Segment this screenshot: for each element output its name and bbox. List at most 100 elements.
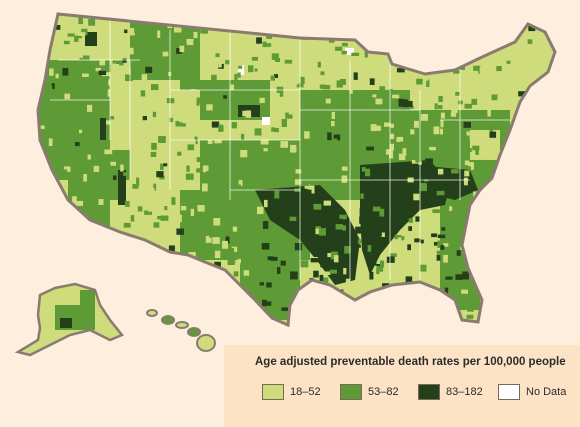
county-cell (160, 273, 167, 277)
county-cell (274, 74, 278, 78)
county-cell (218, 124, 224, 132)
county-cell (497, 234, 503, 238)
county-cell (162, 121, 168, 127)
county-cell (124, 270, 129, 278)
county-cell (180, 206, 187, 211)
county-cell (109, 296, 117, 301)
county-cell (202, 302, 210, 306)
county-cell (398, 98, 404, 107)
county-cell (409, 78, 416, 83)
county-cell (245, 110, 252, 118)
county-cell (420, 114, 428, 121)
county-cell (355, 226, 362, 234)
county-cell (466, 131, 470, 136)
county-cell (80, 222, 87, 230)
county-cell (93, 101, 98, 108)
county-cell (368, 298, 373, 306)
county-cell (51, 212, 58, 219)
county-cell (313, 270, 319, 278)
county-cell (472, 269, 480, 275)
county-cell (531, 155, 538, 161)
county-cell (372, 211, 379, 217)
county-cell (173, 153, 179, 159)
county-cell (271, 180, 276, 187)
county-cell (304, 315, 309, 322)
county-cell (105, 64, 111, 73)
county-cell (227, 260, 236, 265)
county-cell (355, 32, 363, 40)
county-cell (333, 134, 341, 141)
county-cell (38, 34, 42, 42)
county-cell (369, 90, 376, 95)
county-cell (178, 61, 183, 69)
county-cell (179, 45, 185, 52)
county-cell (88, 18, 96, 26)
county-cell (100, 281, 108, 286)
county-cell (313, 21, 319, 26)
county-cell (112, 59, 116, 64)
county-cell (289, 216, 297, 221)
county-cell (359, 208, 367, 216)
county-cell (414, 238, 421, 243)
county-cell (124, 200, 130, 207)
county-cell (173, 223, 178, 228)
county-cell (162, 119, 167, 124)
county-cell (425, 158, 433, 165)
county-cell (304, 119, 309, 125)
county-cell (163, 44, 170, 53)
county-cell (364, 50, 368, 58)
county-cell (166, 98, 175, 104)
county-cell (370, 124, 377, 132)
county-cell (202, 183, 208, 192)
county-cell (332, 26, 338, 33)
county-cell (130, 287, 135, 295)
county-cell (71, 82, 78, 86)
county-cell (475, 147, 479, 155)
county-cell (211, 121, 219, 128)
county-cell (191, 140, 196, 146)
county-cell (369, 22, 373, 28)
county-cell (454, 39, 460, 46)
county-cell (307, 189, 312, 195)
county-cell (122, 58, 127, 63)
county-cell (232, 226, 238, 235)
county-cell (211, 309, 216, 317)
county-cell (186, 38, 194, 46)
county-cell (478, 159, 485, 165)
county-cell (297, 315, 302, 320)
county-cell (300, 76, 305, 85)
county-cell (283, 23, 290, 30)
county-cell (468, 162, 474, 170)
county-cell (419, 25, 426, 31)
county-cell (365, 168, 371, 177)
county-cell (123, 222, 131, 228)
county-cell (188, 180, 196, 186)
county-cell (260, 320, 268, 325)
county-cell (369, 271, 374, 280)
county-cell (123, 172, 127, 176)
county-cell (419, 264, 427, 272)
county-cell (508, 263, 513, 271)
county-cell (445, 276, 453, 280)
county-cell (110, 167, 114, 176)
county-cell (521, 151, 529, 156)
county-cell (98, 70, 107, 75)
county-cell (280, 207, 286, 216)
county-cell (39, 125, 45, 129)
county-cell (464, 170, 470, 177)
county-cell (423, 73, 428, 81)
county-cell (267, 20, 275, 27)
county-cell (151, 142, 157, 150)
county-cell (83, 55, 90, 63)
county-cell (188, 315, 192, 319)
county-cell (432, 209, 440, 213)
county-cell (314, 189, 320, 197)
county-cell (148, 188, 155, 196)
county-cell (265, 43, 272, 47)
county-cell (186, 165, 190, 172)
legend-swatch (262, 384, 284, 400)
county-cell (377, 68, 383, 76)
county-cell (373, 252, 378, 258)
county-cell (518, 91, 527, 97)
county-cell (376, 269, 380, 275)
